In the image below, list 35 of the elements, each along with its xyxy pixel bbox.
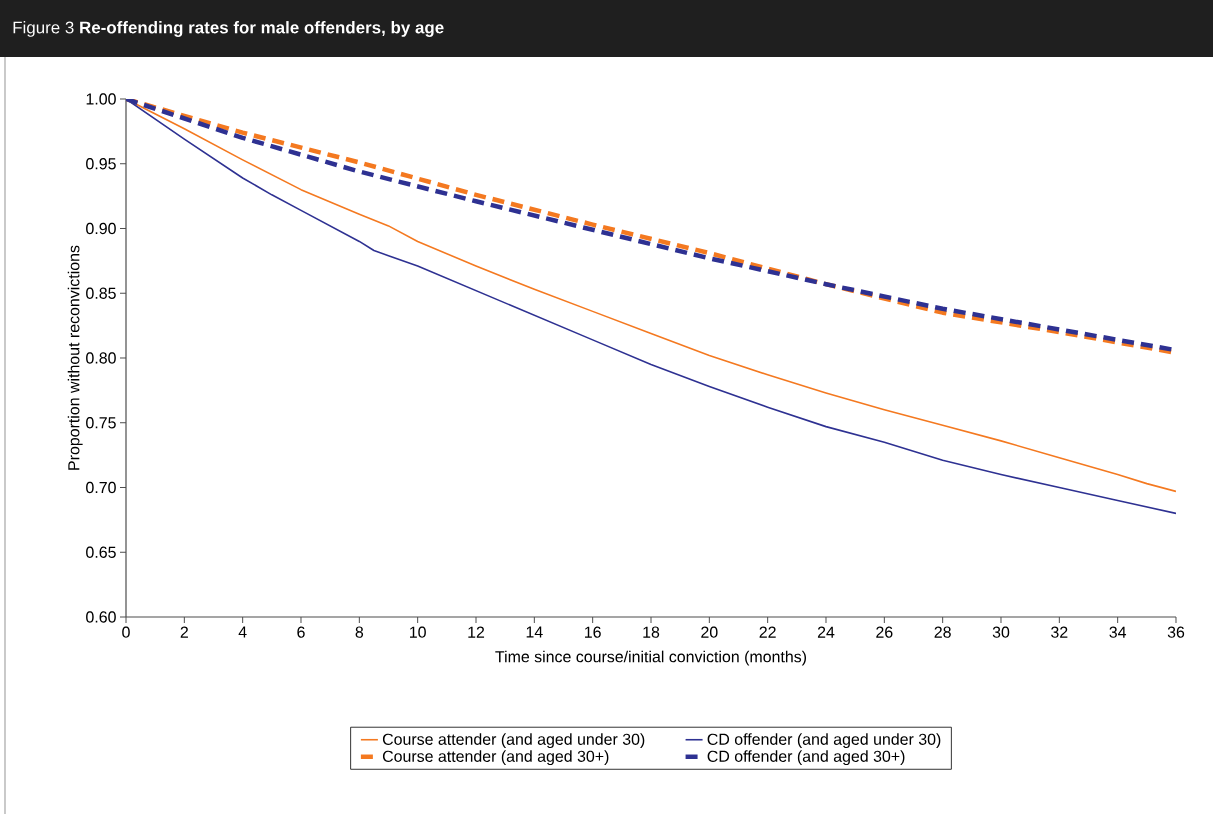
x-tick-label: 20 bbox=[701, 626, 718, 638]
x-tick-label: 28 bbox=[934, 626, 951, 638]
y-tick-label: 0.65 bbox=[86, 546, 116, 558]
x-tick-label: 22 bbox=[759, 626, 776, 638]
x-axis-title: Time since course/initial conviction (months) bbox=[495, 650, 807, 666]
x-tick-label: 8 bbox=[355, 626, 364, 638]
x-tick-label: 18 bbox=[643, 626, 660, 638]
legend-label: Course attender (and aged under 30) bbox=[382, 733, 645, 749]
x-tick-label: 32 bbox=[1051, 626, 1068, 638]
y-tick-label: 0.95 bbox=[86, 158, 116, 170]
x-tick-label: 34 bbox=[1109, 626, 1127, 638]
y-tick-label: 1.00 bbox=[86, 93, 116, 105]
x-tick-label: 10 bbox=[410, 626, 426, 638]
legend-label: Course attender (and aged 30+) bbox=[382, 750, 609, 766]
y-tick-label: 0.85 bbox=[86, 287, 116, 299]
chart-title: Figure 3 Re-offending rates for male offenders, by age bbox=[13, 21, 444, 37]
x-tick-label: 30 bbox=[992, 626, 1010, 638]
y-tick-label: 0.60 bbox=[86, 611, 116, 623]
x-tick-label: 16 bbox=[585, 626, 601, 638]
y-tick-label: 0.75 bbox=[86, 417, 116, 429]
y-tick-label: 0.90 bbox=[86, 222, 116, 235]
x-tick-label: 24 bbox=[817, 626, 835, 638]
y-tick-label: 0.70 bbox=[86, 481, 116, 494]
legend-label: CD offender (and aged under 30) bbox=[707, 733, 941, 749]
x-tick-label: 26 bbox=[876, 626, 893, 638]
legend-label: CD offender (and aged 30+) bbox=[707, 750, 905, 766]
y-axis-title: Proportion without reconvictions bbox=[67, 245, 83, 470]
x-tick-label: 2 bbox=[180, 626, 188, 638]
x-tick-label: 6 bbox=[297, 626, 305, 638]
x-tick-label: 14 bbox=[526, 626, 543, 638]
x-tick-label: 36 bbox=[1167, 626, 1185, 638]
x-tick-label: 0 bbox=[122, 626, 130, 638]
x-tick-label: 12 bbox=[468, 626, 485, 638]
x-tick-label: 4 bbox=[238, 626, 247, 638]
y-tick-label: 0.80 bbox=[86, 352, 116, 364]
